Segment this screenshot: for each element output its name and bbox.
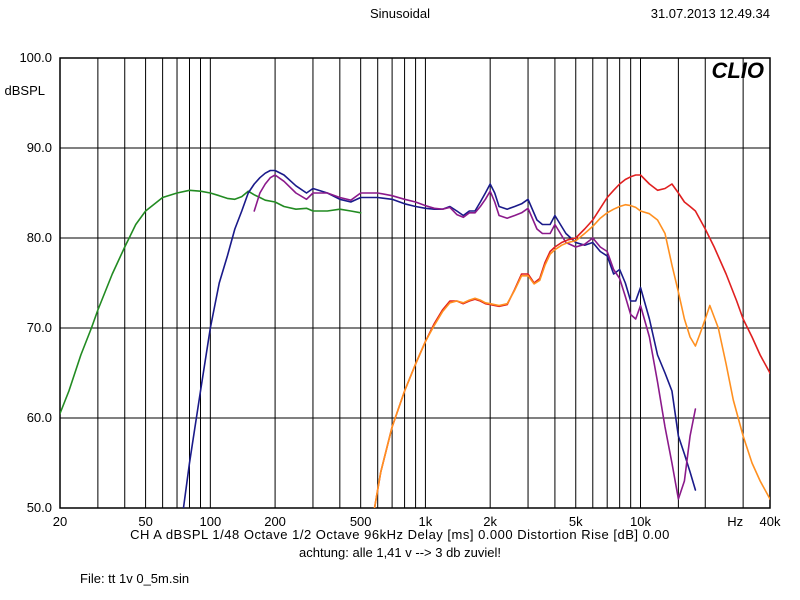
svg-text:60.0: 60.0 <box>27 410 52 425</box>
footer-line-1-text: CH A dBSPL 1/48 Octave 1/2 Octave 96kHz … <box>130 527 670 542</box>
footer-line-2: achtung: alle 1,41 v --> 3 db zuviel! <box>0 545 800 560</box>
svg-text:50.0: 50.0 <box>27 500 52 515</box>
file-name: tt 1v 0_5m.sin <box>108 571 189 586</box>
svg-text:70.0: 70.0 <box>27 320 52 335</box>
svg-text:dBSPL: dBSPL <box>5 83 45 98</box>
spl-chart: 50.060.070.080.090.0100.0dBSPL2050100200… <box>0 20 800 530</box>
svg-text:90.0: 90.0 <box>27 140 52 155</box>
timestamp-text: 31.07.2013 12.49.34 <box>651 6 770 21</box>
svg-text:100.0: 100.0 <box>19 50 52 65</box>
brand-logo: CLIO <box>711 58 764 83</box>
footer-line-2-text: achtung: alle 1,41 v --> 3 db zuviel! <box>299 545 501 560</box>
footer-line-1: CH A dBSPL 1/48 Octave 1/2 Octave 96kHz … <box>20 527 780 542</box>
file-label: File: <box>80 571 108 586</box>
svg-text:80.0: 80.0 <box>27 230 52 245</box>
chart-container: { "header": { "title_center": "Sinusoida… <box>0 0 800 600</box>
title-center-text: Sinusoidal <box>370 6 430 21</box>
timestamp: 31.07.2013 12.49.34 <box>651 6 770 21</box>
file-line: File: tt 1v 0_5m.sin <box>80 571 189 586</box>
